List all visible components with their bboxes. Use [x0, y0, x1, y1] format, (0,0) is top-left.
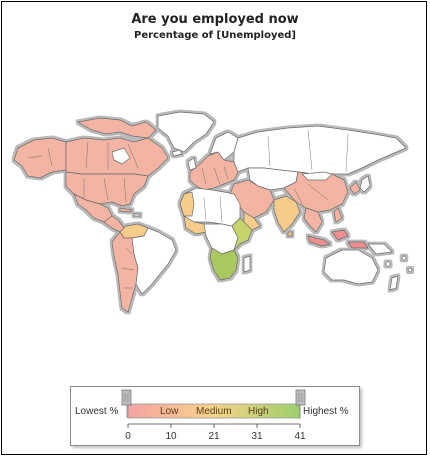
- legend-tick-label: 21: [208, 431, 220, 442]
- region-australia: [323, 249, 379, 285]
- chart-title: Are you employed now: [131, 12, 299, 27]
- region-east-africa: [231, 217, 253, 251]
- region-west-africa: [179, 191, 195, 217]
- region-greenland: [157, 111, 215, 153]
- legend-tick-label: 31: [251, 431, 263, 442]
- chart-subtitle: Percentage of [Unemployed]: [133, 30, 297, 41]
- legend-tick-label: 0: [125, 431, 131, 442]
- legend-box: Lowest % Highest % Low Medium High 0 10 21…: [70, 386, 360, 446]
- region-southeast-asia: [303, 207, 323, 233]
- region-russia: [233, 125, 407, 175]
- legend-min-slider-handle[interactable]: [121, 389, 132, 418]
- region-arctic-islands: [77, 117, 157, 139]
- legend-tick-label: 10: [165, 431, 177, 442]
- legend-band-label-low: Low: [160, 406, 179, 417]
- region-southern-africa: [209, 247, 239, 281]
- legend-scale: Lowest % Highest % Low Medium High 0 10 21…: [75, 389, 349, 442]
- legend-high-end-label: Highest %: [303, 406, 349, 417]
- legend-low-end-label: Lowest %: [75, 406, 118, 417]
- region-brazil: [131, 227, 177, 295]
- region-europe: [189, 151, 239, 191]
- legend-tick-label: 41: [294, 431, 306, 442]
- region-india: [273, 195, 301, 233]
- world-map: [13, 111, 413, 313]
- legend-band-label-medium: Medium: [196, 406, 232, 417]
- region-alaska: [13, 137, 67, 179]
- legend-band-label-high: High: [248, 406, 269, 417]
- legend-max-slider-handle[interactable]: [295, 389, 306, 418]
